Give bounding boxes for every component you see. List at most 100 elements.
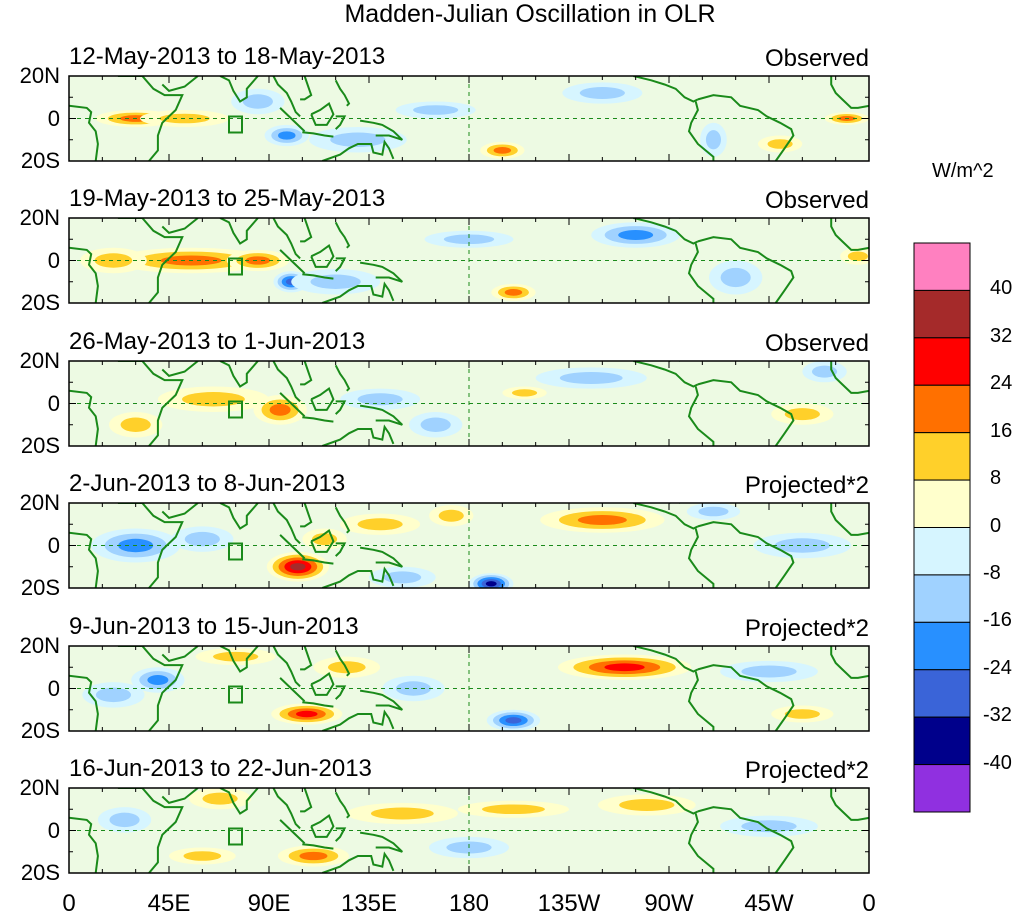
colorbar-level-label: 40 [990,277,1013,300]
anomaly-blob-2-level-2 [182,392,245,407]
panel-6 [69,788,869,873]
panel-period-label: 9-Jun-2013 to 15-Jun-2013 [69,613,359,640]
coastline-9 [302,843,334,850]
panel-period-label: 2-Jun-2013 to 8-Jun-2013 [69,470,346,497]
y-tick-label: 20N [19,775,60,800]
anomaly-blob-2-level-3 [299,851,328,861]
panel-5 [69,646,869,731]
coastline-6 [300,76,313,101]
anomaly-blob-11-level-2 [774,538,830,553]
anomaly-blob-10-level-2 [784,709,820,719]
x-tick-label: 45E [147,890,191,917]
coastline-14 [633,76,699,103]
coastline-11 [334,364,351,392]
coastline-17 [697,806,795,873]
coastline-12 [359,689,403,711]
colorbar-level-label: 16 [990,419,1013,442]
colorbar-units: W/m^2 [932,160,994,182]
coastline-9 [302,558,334,565]
coastline-1 [117,218,184,303]
anomaly-blob-6-level-2 [559,371,623,385]
panel-1 [69,76,869,161]
anomaly-blob-2-level-2 [184,531,220,547]
anomaly-blob-1-level-3 [147,674,169,686]
colorbar-level-label: -32 [983,704,1012,727]
coastline-6 [300,218,313,243]
x-tick-label: 135E [340,890,398,917]
coastline-13 [321,851,395,873]
coastline-12 [359,831,403,853]
x-tick-label: 90E [247,890,291,917]
coastline-8 [310,102,335,126]
colorbar-level-label: -40 [983,751,1012,774]
coastline-12 [359,261,403,283]
colorbar-level-label: 24 [990,372,1013,395]
colorbar-swatch [913,669,971,718]
coastline-2 [69,816,99,873]
colorbar-level-label: 32 [990,324,1013,347]
coastline-3 [161,646,199,663]
anomaly-blob-7-level-2 [579,86,625,100]
coastline-3 [161,788,199,805]
anomaly-blob-7-level-2 [511,389,538,397]
anomaly-blob-10-level-2 [698,506,729,517]
index-box [228,685,243,704]
coastline-16 [687,528,715,588]
coastline-3 [161,361,199,378]
coastline-17 [697,379,795,446]
anomaly-blob-6-level-3 [504,289,523,296]
anomaly-blob-5-level-2 [420,417,451,432]
coastline-16 [687,813,715,873]
coastline-9 [302,701,334,708]
coastline-18 [830,503,869,536]
coastline-13 [321,566,395,588]
anomaly-blob-8-level-2 [443,234,495,245]
anomaly-blob-6-level-3 [493,147,512,154]
coastline-1 [117,646,184,731]
y-tick-label: 20S [20,718,60,743]
coastline-1 [117,503,184,588]
colorbar-swatch [913,384,971,434]
coastline-1 [117,361,184,446]
panel-period-label: 12-May-2013 to 18-May-2013 [69,43,386,70]
coastline-6 [300,361,313,386]
coastline-4 [219,218,259,245]
anomaly-blob-7-level-3 [618,229,654,241]
coastline-12 [359,404,403,426]
coastline-5 [272,76,301,118]
anomaly-blob-7-level-2 [741,820,797,833]
coastline-7 [279,534,306,560]
anomaly-blob-9-level-2 [784,408,820,421]
coastline-7 [279,677,306,703]
anomaly-blob-3-level-5 [290,563,306,571]
y-tick-label: 0 [47,817,60,843]
y-tick-label: 20S [20,860,60,885]
coastline-2 [69,531,99,588]
coastline-13 [321,709,395,731]
coastline-4 [219,788,259,815]
anomaly-blob-7-level-5 [485,581,497,587]
coastline-10 [335,400,347,415]
index-box [228,400,243,419]
coastline-9 [302,273,334,280]
coastline-8 [310,672,335,696]
coastline-8 [310,244,335,268]
anomaly-blob-9-level-2 [183,851,222,861]
coastline-8 [310,387,335,411]
coastline-8 [310,529,335,553]
panel-period-label: 16-Jun-2013 to 22-Jun-2013 [69,755,372,782]
coastline-6 [300,788,313,813]
coastline-1 [117,788,184,873]
colorbar-swatch [913,432,971,481]
coastline-3 [161,503,199,520]
panel-type-label: Projected*2 [744,472,869,499]
coastline-6 [300,646,313,671]
anomaly-blob-6-level-2 [438,509,464,522]
panel-2 [69,218,869,303]
coastline-18 [830,76,869,109]
coastline-9 [302,416,334,423]
coastline-13 [321,424,395,446]
x-tick-label: 135W [537,890,601,917]
panel-type-label: Observed [764,45,869,72]
